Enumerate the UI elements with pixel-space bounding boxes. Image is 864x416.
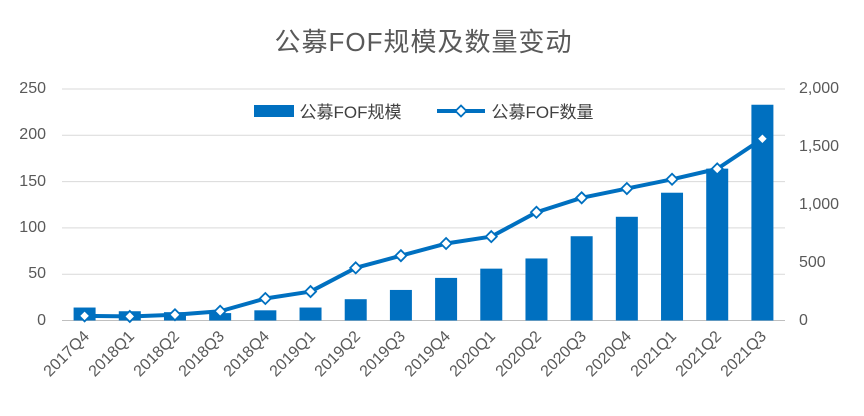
- bar-2018Q4: [254, 310, 277, 321]
- bar-2021Q1: [661, 192, 684, 321]
- bar-2020Q1: [480, 268, 503, 321]
- marker-2020Q1: [484, 229, 499, 244]
- left-axis-tick: 0: [37, 311, 46, 329]
- chart-title: 公募FOF规模及数量变动: [274, 27, 573, 57]
- right-axis-tick: 1,500: [799, 137, 840, 155]
- legend-item-bar-series: 公募FOF规模: [253, 98, 402, 123]
- marker-2019Q3: [394, 248, 408, 263]
- marker-2019Q1: [303, 284, 318, 299]
- bar-2020Q2: [525, 258, 548, 321]
- line-series-marker-icon: [436, 103, 485, 118]
- bar-2019Q1: [299, 307, 322, 321]
- right-axis-tick: 2,000: [799, 80, 840, 97]
- marker-2020Q4: [620, 181, 634, 196]
- marker-2021Q3: [755, 132, 770, 146]
- marker-2018Q2: [168, 307, 182, 322]
- marker-2018Q3: [213, 304, 227, 319]
- legend: 公募FOF规模 公募FOF数量: [62, 98, 785, 123]
- marker-2020Q3: [574, 191, 589, 205]
- right-axis-tick: 500: [799, 253, 826, 271]
- marker-2021Q1: [665, 172, 679, 187]
- bar-2019Q3: [389, 289, 412, 321]
- left-axis-tick: 250: [19, 80, 46, 97]
- legend-label-bar-series: 公募FOF规模: [299, 103, 402, 122]
- right-axis-tick: 1,000: [799, 195, 840, 213]
- marker-2021Q2: [710, 162, 724, 176]
- marker-2017Q4: [77, 309, 92, 323]
- left-axis-tick: 200: [19, 126, 46, 144]
- bar-2019Q4: [435, 277, 458, 321]
- line-series: [84, 137, 764, 319]
- left-axis-tick: 50: [28, 265, 46, 283]
- right-axis-tick: 0: [799, 311, 808, 329]
- left-axis-tick: 100: [19, 218, 46, 236]
- bar-series-swatch-icon: [253, 104, 294, 117]
- marker-2018Q1: [123, 309, 137, 324]
- legend-label-line-series: 公募FOF数量: [491, 103, 594, 122]
- marker-2019Q4: [439, 236, 453, 251]
- legend-item-line-series: 公募FOF数量: [436, 98, 594, 123]
- bar-2019Q2: [344, 299, 367, 321]
- marker-2019Q2: [348, 261, 363, 275]
- marker-2018Q4: [258, 291, 273, 306]
- bar-2020Q4: [615, 216, 638, 321]
- left-axis-tick: 150: [19, 172, 46, 190]
- bar-2021Q3: [751, 104, 774, 321]
- marker-2020Q2: [529, 205, 544, 220]
- bar-2021Q2: [706, 168, 729, 321]
- bar-2020Q3: [570, 236, 593, 321]
